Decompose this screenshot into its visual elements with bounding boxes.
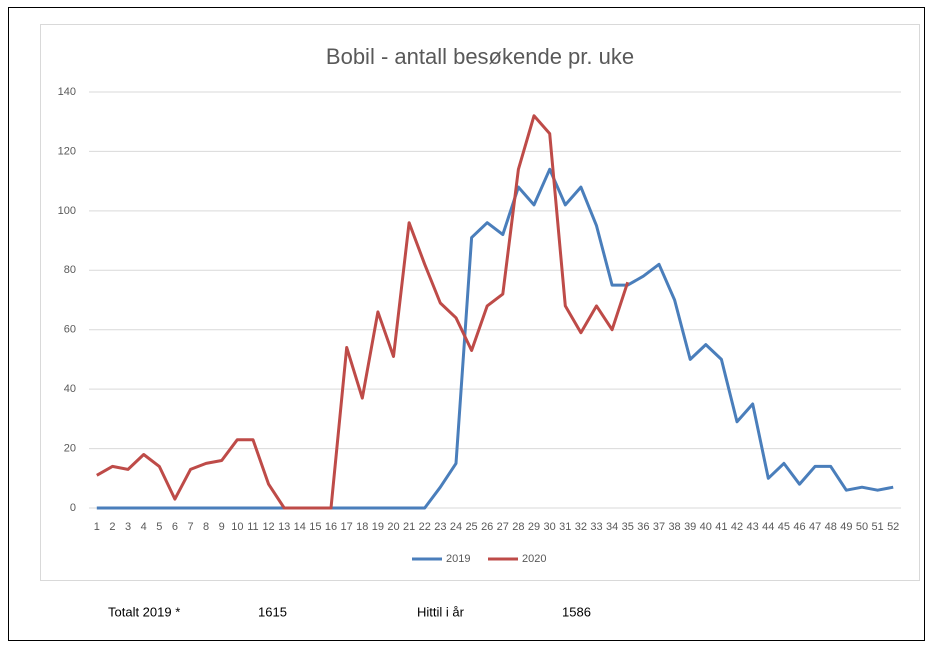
x-tick-label: 19 <box>372 521 384 533</box>
x-tick-label: 27 <box>497 521 509 533</box>
x-tick-label: 51 <box>871 521 883 533</box>
x-tick-label: 8 <box>203 521 209 533</box>
x-tick-label: 43 <box>747 521 759 533</box>
y-tick-label: 0 <box>70 502 76 514</box>
x-tick-label: 22 <box>419 521 431 533</box>
legend-label: 2020 <box>522 553 546 565</box>
legend-label: 2019 <box>446 553 470 565</box>
x-tick-label: 16 <box>325 521 337 533</box>
x-tick-label: 36 <box>637 521 649 533</box>
x-tick-label: 35 <box>622 521 634 533</box>
x-tick-label: 4 <box>141 521 147 533</box>
x-tick-label: 18 <box>356 521 368 533</box>
chart-title: Bobil - antall besøkende pr. uke <box>326 44 634 69</box>
x-tick-label: 46 <box>793 521 805 533</box>
x-tick-label: 48 <box>825 521 837 533</box>
summary-value: 1586 <box>562 604 591 619</box>
x-tick-label: 2 <box>109 521 115 533</box>
x-tick-label: 10 <box>231 521 243 533</box>
x-tick-label: 30 <box>544 521 556 533</box>
x-tick-label: 40 <box>700 521 712 533</box>
series-line <box>96 114 630 510</box>
x-tick-label: 50 <box>856 521 868 533</box>
x-tick-label: 45 <box>778 521 790 533</box>
summary-label: Totalt 2019 * <box>108 604 180 619</box>
x-tick-label: 21 <box>403 521 415 533</box>
x-tick-label: 38 <box>668 521 680 533</box>
y-tick-label: 140 <box>58 86 76 98</box>
x-tick-label: 11 <box>247 521 258 533</box>
x-tick-label: 3 <box>125 521 131 533</box>
x-tick-label: 28 <box>512 521 524 533</box>
summary-value: 1615 <box>258 604 287 619</box>
y-tick-label: 100 <box>58 205 76 217</box>
x-tick-label: 6 <box>172 521 178 533</box>
x-tick-label: 24 <box>450 521 462 533</box>
x-tick-label: 32 <box>575 521 587 533</box>
summary-label: Hittil i år <box>417 604 465 619</box>
x-tick-label: 31 <box>559 521 571 533</box>
x-tick-label: 34 <box>606 521 618 533</box>
x-tick-label: 13 <box>278 521 290 533</box>
x-tick-label: 37 <box>653 521 665 533</box>
x-tick-label: 44 <box>762 521 774 533</box>
x-tick-label: 20 <box>387 521 399 533</box>
x-tick-label: 23 <box>434 521 446 533</box>
x-tick-label: 15 <box>309 521 321 533</box>
y-tick-label: 60 <box>64 324 76 336</box>
x-tick-label: 9 <box>219 521 225 533</box>
y-tick-label: 20 <box>64 442 76 454</box>
y-tick-label: 40 <box>64 383 76 395</box>
x-tick-label: 41 <box>715 521 727 533</box>
y-tick-label: 120 <box>58 145 76 157</box>
chart-frame <box>40 24 920 581</box>
x-tick-label: 7 <box>187 521 193 533</box>
x-tick-label: 49 <box>840 521 852 533</box>
outer-frame <box>8 7 925 641</box>
x-tick-label: 17 <box>341 521 353 533</box>
x-tick-label: 26 <box>481 521 493 533</box>
x-tick-label: 25 <box>465 521 477 533</box>
x-tick-label: 33 <box>590 521 602 533</box>
y-tick-label: 80 <box>64 264 76 276</box>
x-tick-label: 47 <box>809 521 821 533</box>
x-tick-label: 12 <box>262 521 274 533</box>
x-tick-label: 5 <box>156 521 162 533</box>
x-tick-label: 14 <box>294 521 306 533</box>
x-tick-label: 42 <box>731 521 743 533</box>
x-tick-label: 29 <box>528 521 540 533</box>
series-line <box>96 167 894 510</box>
x-tick-label: 1 <box>94 521 100 533</box>
x-tick-label: 39 <box>684 521 696 533</box>
x-tick-label: 52 <box>887 521 899 533</box>
